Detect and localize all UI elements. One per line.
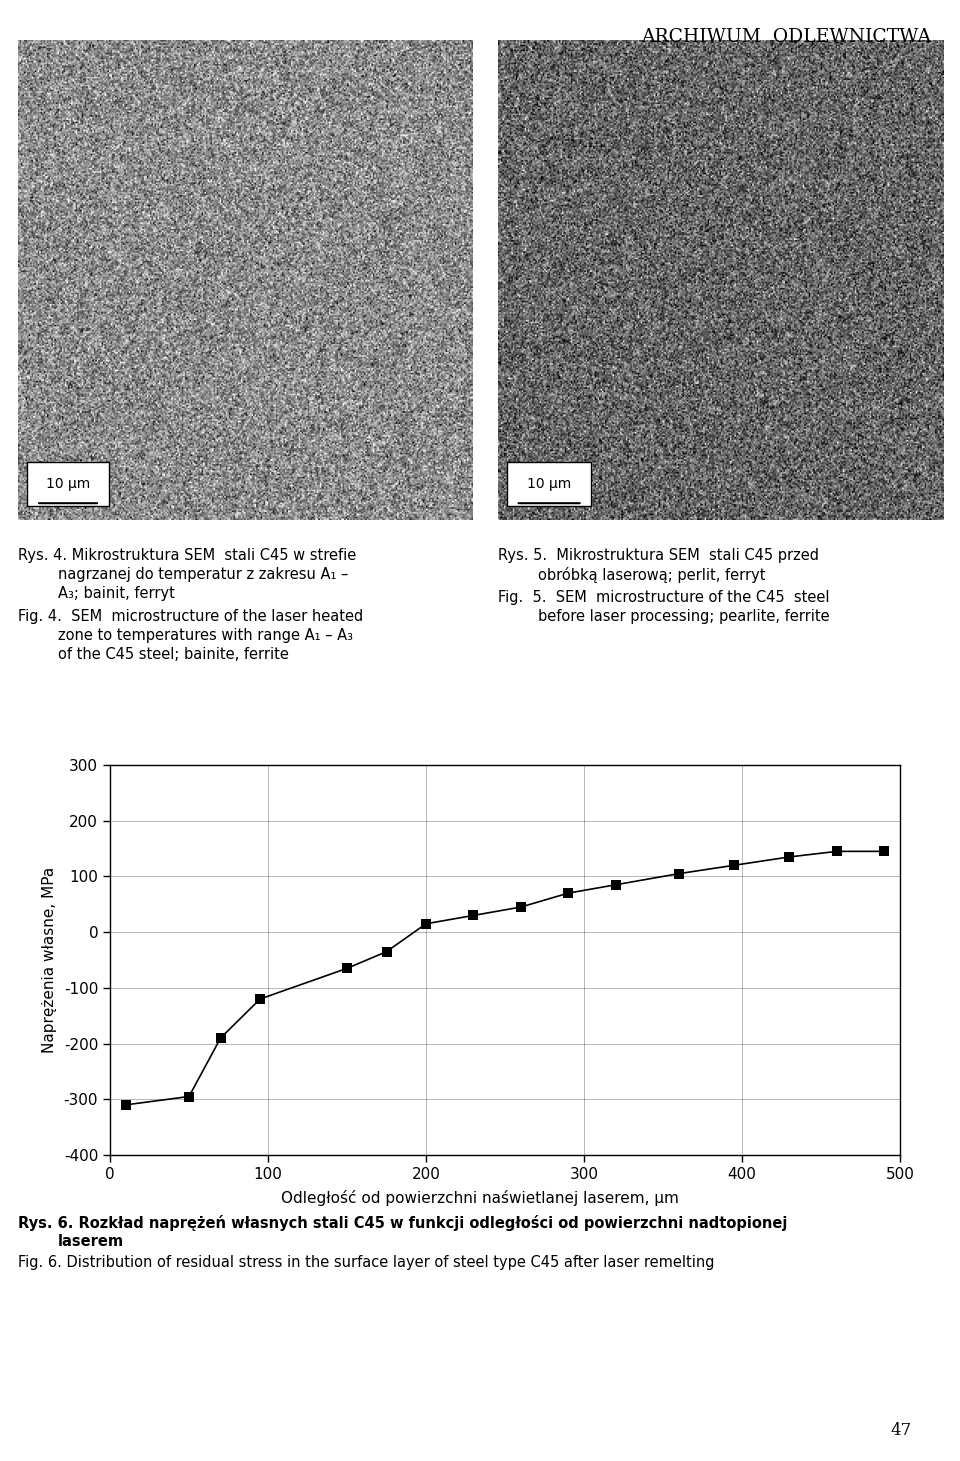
Text: obróbką laserową; perlit, ferryt: obróbką laserową; perlit, ferryt xyxy=(538,567,765,583)
Point xyxy=(781,846,797,869)
Point xyxy=(513,896,528,919)
Text: zone to temperatures with range A₁ – A₃: zone to temperatures with range A₁ – A₃ xyxy=(58,628,353,643)
Point xyxy=(561,881,576,904)
FancyBboxPatch shape xyxy=(27,462,109,506)
Text: A₃; bainit, ferryt: A₃; bainit, ferryt xyxy=(58,586,175,600)
FancyBboxPatch shape xyxy=(507,462,591,506)
Point xyxy=(419,912,434,935)
Point xyxy=(829,840,845,863)
Text: laserem: laserem xyxy=(58,1235,124,1249)
Text: Fig. 4.  SEM  microstructure of the laser heated: Fig. 4. SEM microstructure of the laser … xyxy=(18,609,363,624)
Text: Odległość od powierzchni naświetlanej laserem, μm: Odległość od powierzchni naświetlanej la… xyxy=(281,1191,679,1205)
Text: ARCHIWUM  ODLEWNICTWA: ARCHIWUM ODLEWNICTWA xyxy=(641,28,931,45)
Point xyxy=(118,1093,133,1116)
Text: before laser processing; pearlite, ferrite: before laser processing; pearlite, ferri… xyxy=(538,609,829,624)
Point xyxy=(339,957,354,980)
Text: Rys. 4. Mikrostruktura SEM  stali C45 w strefie: Rys. 4. Mikrostruktura SEM stali C45 w s… xyxy=(18,548,356,562)
Point xyxy=(876,840,892,863)
Point xyxy=(213,1026,228,1049)
Point xyxy=(379,939,395,963)
Text: nagrzanej do temperatur z zakresu A₁ –: nagrzanej do temperatur z zakresu A₁ – xyxy=(58,567,348,581)
Point xyxy=(181,1086,197,1109)
Point xyxy=(608,874,623,897)
Text: Rys. 5.  Mikrostruktura SEM  stali C45 przed: Rys. 5. Mikrostruktura SEM stali C45 prz… xyxy=(498,548,819,562)
Point xyxy=(727,853,742,877)
Text: 10 μm: 10 μm xyxy=(527,476,571,491)
Text: Rys. 6. Rozkład naprężeń własnych stali C45 w funkcji odległości od powierzchni : Rys. 6. Rozkład naprężeń własnych stali … xyxy=(18,1216,787,1232)
Text: of the C45 steel; bainite, ferrite: of the C45 steel; bainite, ferrite xyxy=(58,647,289,662)
Point xyxy=(252,988,268,1011)
Point xyxy=(671,862,686,885)
Text: Fig.  5.  SEM  microstructure of the C45  steel: Fig. 5. SEM microstructure of the C45 st… xyxy=(498,590,829,605)
Y-axis label: Naprężenia własne, MPa: Naprężenia własne, MPa xyxy=(41,866,57,1053)
Text: 10 μm: 10 μm xyxy=(46,476,90,491)
Text: Fig. 6. Distribution of residual stress in the surface layer of steel type C45 a: Fig. 6. Distribution of residual stress … xyxy=(18,1255,714,1270)
Point xyxy=(466,904,481,928)
Text: 47: 47 xyxy=(891,1422,912,1439)
